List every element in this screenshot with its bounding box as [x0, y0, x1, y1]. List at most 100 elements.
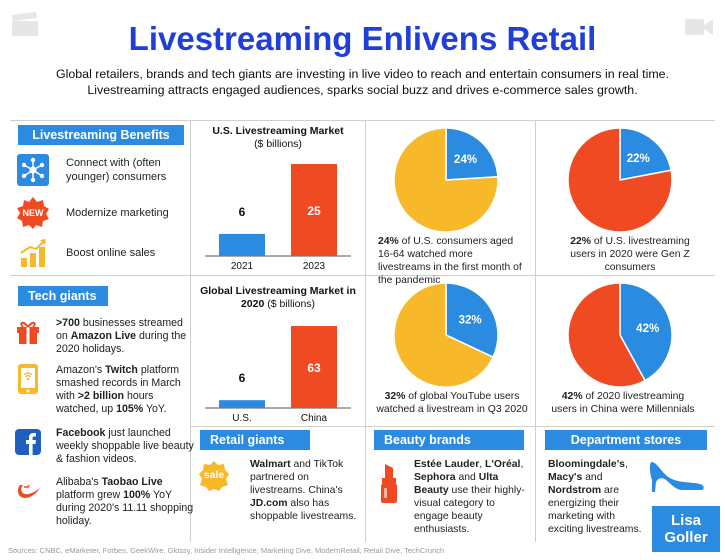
highlight-text: 100%: [123, 489, 151, 501]
body-text: YoY during 2020's 11.11 shopping holiday…: [56, 489, 194, 527]
body-text: Alibaba's: [56, 476, 102, 488]
body-text: of 2020 livestreaming users in China wer…: [551, 391, 695, 415]
tech-giant-text: >700 businesses streamed on Amazon Live …: [56, 317, 196, 356]
pie-caption: 24% of U.S. consumers aged 16-64 watched…: [378, 235, 528, 287]
highlight-text: Twitch: [105, 364, 138, 376]
category-label: U.S.: [232, 413, 251, 424]
pie-chart: 32%: [393, 282, 499, 388]
body-text: just launched weekly shoppable live beau…: [56, 427, 194, 465]
benefit-item: NEW Modernize marketing: [16, 196, 169, 230]
lipstick-icon: [381, 464, 397, 503]
tech-giant-text: Alibaba's Taobao Live platform grew 100%…: [56, 476, 196, 528]
tech-giant-item: Amazon's Twitch platform smashed records…: [14, 364, 196, 416]
data-label: 25: [307, 204, 321, 218]
new-badge-icon: NEW: [16, 196, 50, 230]
clapperboard-icon: [12, 12, 38, 36]
pie-chart: 42%: [567, 282, 673, 388]
pie-slice: [567, 282, 647, 388]
divider: [190, 120, 191, 542]
body-text: hours watched, up: [56, 390, 154, 415]
network-icon: [16, 153, 50, 187]
logo-line: Lisa: [670, 512, 701, 529]
benefit-item: Connect with (often younger) consumers: [16, 153, 166, 187]
body-text: during the 2020 holidays.: [56, 330, 187, 355]
highlight-text: Amazon Live: [70, 330, 137, 342]
highlight-text: Estée Lauder: [414, 459, 480, 470]
alibaba-icon: [14, 476, 42, 506]
page-title: Livestreaming Enlivens Retail: [128, 20, 597, 57]
new-badge-text: NEW: [22, 208, 44, 218]
benefits-label: Livestreaming Benefits: [18, 125, 184, 145]
subtitle-line-1: Global retailers, brands and tech giants…: [56, 67, 669, 81]
highlight-text: 24%: [378, 236, 399, 247]
highlight-text: Bloomingdale's: [548, 459, 625, 470]
video-camera-icon: [685, 19, 713, 35]
pie-chart: 22%: [567, 127, 673, 233]
tech-giant-item: Facebook just launched weekly shoppable …: [14, 427, 196, 466]
pie-caption: 42% of 2020 livestreaming users in China…: [548, 390, 698, 416]
data-label: 63: [307, 361, 321, 375]
highlight-text: Macy's: [548, 472, 583, 483]
facebook-icon: [14, 427, 42, 457]
body-text: use their highly-visual category to enga…: [414, 485, 525, 535]
growth-chart-icon: [16, 236, 50, 270]
slice-label: 24%: [454, 154, 477, 166]
global-market-bar-chart: 6 U.S. 63 China: [205, 326, 351, 424]
body-text: ,: [520, 459, 524, 470]
department-stores-label: Department stores: [545, 430, 707, 450]
page-subtitle: Global retailers, brands and tech giants…: [20, 66, 705, 98]
divider: [10, 275, 715, 276]
pie-slice: [393, 127, 499, 233]
benefit-text: Connect with (often younger) consumers: [66, 156, 166, 184]
bar: [291, 164, 337, 256]
beauty-brands-text: Estée Lauder, L'Oréal, Sephora and Ulta …: [414, 458, 529, 536]
highlight-text: Ulta Beauty: [414, 472, 499, 496]
divider: [365, 120, 366, 542]
tech-giants-label: Tech giants: [18, 286, 108, 306]
sale-tag-text: sale: [203, 469, 225, 481]
body-text: and TikTok partnered on livestreams. Chi…: [250, 459, 344, 496]
pie-chart: 24%: [393, 127, 499, 233]
pie-caption: 22% of U.S. livestreaming users in 2020 …: [560, 235, 700, 274]
body-text: also has shoppable livestreams.: [250, 498, 357, 522]
highlight-text: L'Oréal: [485, 459, 521, 470]
bar: [219, 233, 265, 256]
highlight-text: Taobao Live: [101, 476, 163, 488]
body-text: and: [582, 472, 603, 483]
highlight-text: >2 billion: [77, 390, 125, 402]
pie-slice: [619, 282, 673, 382]
category-label: 2023: [303, 261, 326, 272]
highlight-text: Walmart: [250, 459, 291, 470]
body-text: ,: [624, 459, 628, 470]
tech-giant-item: Alibaba's Taobao Live platform grew 100%…: [14, 476, 196, 528]
body-text: are energizing their marketing with exci…: [548, 485, 642, 535]
sale-tag-icon: sale: [198, 460, 230, 492]
gift-icon: [14, 317, 42, 347]
tech-giant-item: >700 businesses streamed on Amazon Live …: [14, 317, 196, 356]
divider: [190, 426, 715, 427]
chart-title: Global Livestreaming Market in 2020 ($ b…: [192, 285, 364, 311]
category-label: 2021: [231, 261, 254, 272]
chart-title-text: U.S. Livestreaming Market: [212, 125, 344, 137]
highlight-text: Nordstrom: [548, 485, 602, 496]
subtitle-line-2: Livestreaming attracts engaged audiences…: [87, 83, 638, 97]
body-text: of U.S. consumers aged 16-64 watched mor…: [378, 236, 522, 286]
pie-slice: [445, 282, 499, 359]
body-text: of U.S. livestreaming users in 2020 were…: [570, 236, 690, 273]
benefit-item: Boost online sales: [16, 236, 155, 270]
body-text: YoY.: [143, 403, 167, 415]
body-text: and: [455, 472, 479, 483]
pie-caption: 32% of global YouTube users watched a li…: [372, 390, 532, 416]
category-label: China: [301, 413, 328, 424]
highlight-text: Facebook: [56, 427, 106, 439]
highlight-text: 22%: [570, 236, 592, 247]
twitch-phone-icon: [14, 364, 42, 394]
pie-slice: [619, 127, 672, 181]
slice-label: 42%: [636, 323, 659, 335]
body-text: ,: [479, 459, 486, 470]
body-text: businesses streamed on: [56, 317, 183, 342]
tech-giant-text: Amazon's Twitch platform smashed records…: [56, 364, 196, 416]
tech-giant-text: Facebook just launched weekly shoppable …: [56, 427, 196, 466]
chart-title-text: Global Livestreaming Market in 2020: [200, 285, 356, 310]
data-label: 6: [239, 205, 246, 219]
